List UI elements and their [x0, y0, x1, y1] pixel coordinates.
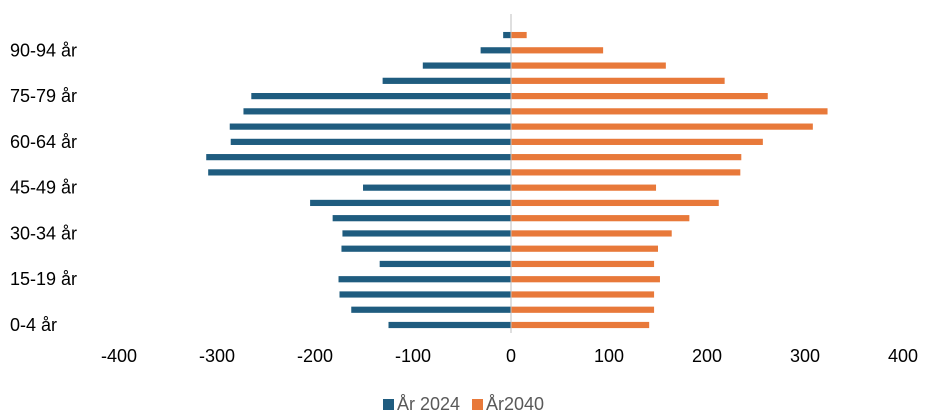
bar-2024-11: [206, 154, 511, 161]
bar-2040-16: [511, 77, 725, 84]
x-tick-label: 300: [790, 346, 820, 366]
y-tick-label: 60-64 år: [10, 132, 77, 152]
bar-2024-7: [332, 215, 511, 222]
bar-2040-18: [511, 47, 604, 54]
bar-2040-5: [511, 245, 658, 252]
x-tick-label: 100: [594, 346, 624, 366]
y-tick-label: 0-4 år: [10, 315, 57, 335]
bar-2024-16: [382, 77, 511, 84]
bar-2024-19: [503, 31, 511, 39]
legend-item-2024: År 2024: [382, 393, 460, 415]
bar-2024-15: [251, 93, 512, 100]
legend-label-2024: År 2024: [396, 393, 460, 414]
bar-2040-3: [511, 276, 660, 283]
legend-swatch-2040: [472, 398, 483, 410]
x-tick-label: -200: [297, 346, 333, 366]
bar-2024-3: [338, 276, 511, 283]
bar-2024-1: [351, 306, 511, 313]
bar-2024-17: [422, 62, 511, 69]
y-tick-label: 45-49 år: [10, 178, 77, 198]
x-tick-label: -400: [101, 346, 137, 366]
bar-2040-9: [511, 184, 657, 191]
x-tick-label: 400: [888, 346, 918, 366]
bar-2040-2: [511, 291, 655, 298]
bar-2040-8: [511, 199, 719, 207]
y-tick-label: 75-79 år: [10, 86, 77, 106]
bar-2040-6: [511, 230, 672, 237]
bar-2040-0: [511, 321, 650, 329]
bar-2040-12: [511, 138, 763, 145]
bar-2024-12: [230, 138, 511, 145]
bar-2024-13: [229, 123, 512, 130]
bar-2024-6: [342, 230, 511, 237]
bar-2040-10: [511, 169, 741, 176]
bar-2040-11: [511, 154, 742, 161]
bar-2024-0: [388, 321, 511, 329]
bar-2024-18: [480, 47, 511, 54]
bar-2040-14: [511, 108, 828, 115]
bar-2024-14: [243, 108, 511, 115]
legend: År 2024 År2040: [0, 392, 927, 416]
bar-2040-15: [511, 93, 768, 100]
bar-2024-5: [341, 245, 511, 252]
x-tick-label: -300: [199, 346, 235, 366]
y-tick-label: 90-94 år: [10, 40, 77, 60]
x-tick-label: 200: [692, 346, 722, 366]
x-tick-label: 0: [506, 346, 516, 366]
bar-2040-7: [511, 215, 690, 222]
legend-label-2040: År2040: [486, 393, 545, 414]
bar-2040-1: [511, 306, 655, 313]
bar-2040-4: [511, 260, 655, 268]
bar-2024-9: [363, 184, 511, 191]
bar-2040-19: [511, 31, 527, 39]
y-tick-label: 30-34 år: [10, 223, 77, 243]
bar-2024-8: [310, 199, 511, 207]
population-pyramid-chart: 0-4 år 15-19 år 30-34 år 45-49 år 60-64 år 75…: [10, 14, 918, 366]
bar-2040-17: [511, 62, 666, 69]
bar-2040-13: [511, 123, 813, 130]
bar-2024-2: [339, 291, 511, 298]
bar-2024-4: [379, 260, 511, 268]
bar-2024-10: [208, 169, 511, 176]
legend-swatch-2024: [382, 398, 394, 410]
y-tick-label: 15-19 år: [10, 269, 77, 289]
x-tick-label: -100: [395, 346, 431, 366]
legend-item-2040: År2040: [472, 394, 544, 415]
